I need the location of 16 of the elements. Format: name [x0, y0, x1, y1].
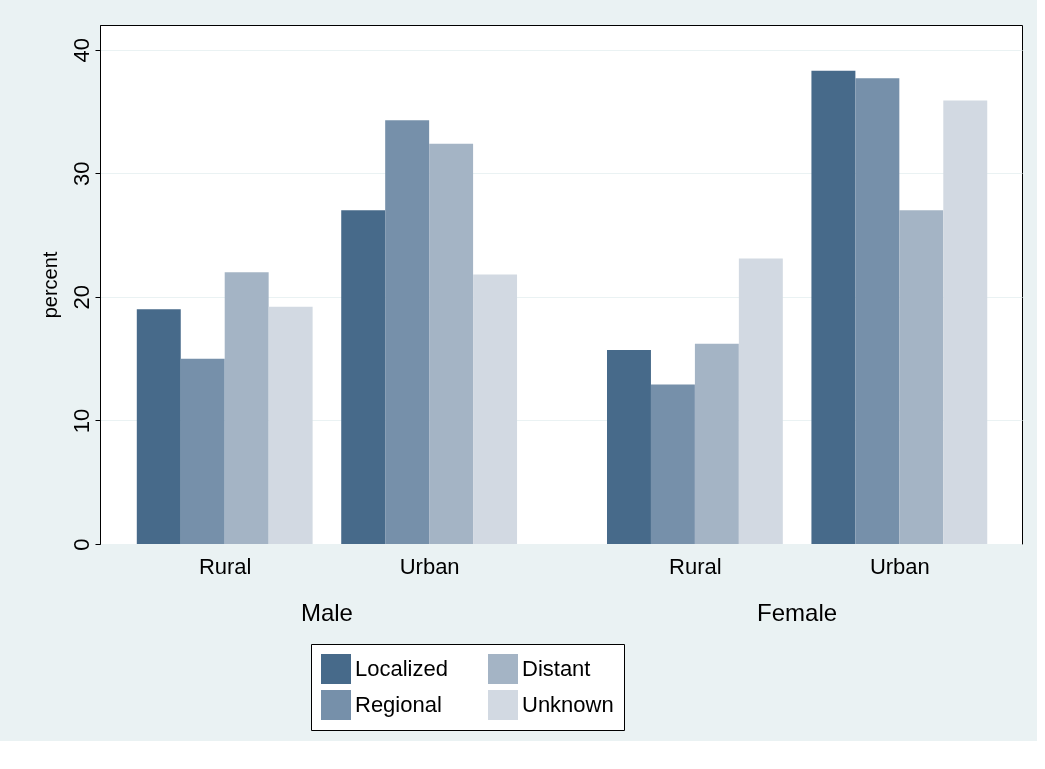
legend-label: Distant	[522, 656, 591, 681]
y-axis-title: percent	[38, 251, 61, 319]
legend-label: Regional	[355, 692, 442, 717]
x-tick-label: Urban	[869, 553, 930, 579]
text: Male	[300, 599, 353, 626]
text: Female	[757, 599, 838, 626]
x-tick-label: Rural	[198, 553, 252, 579]
legend-label: Localized	[355, 656, 448, 681]
y-tick-label: 0	[68, 538, 94, 551]
legend-label: Unknown	[522, 692, 614, 717]
y-tick-label: 30	[68, 161, 94, 187]
y-tick-label: 20	[68, 285, 94, 310]
x-tick-label: Urban	[399, 553, 460, 579]
y-tick-label: 40	[68, 37, 94, 63]
y-tick-label: 10	[68, 408, 94, 434]
x-tick-label: Rural	[669, 553, 722, 579]
